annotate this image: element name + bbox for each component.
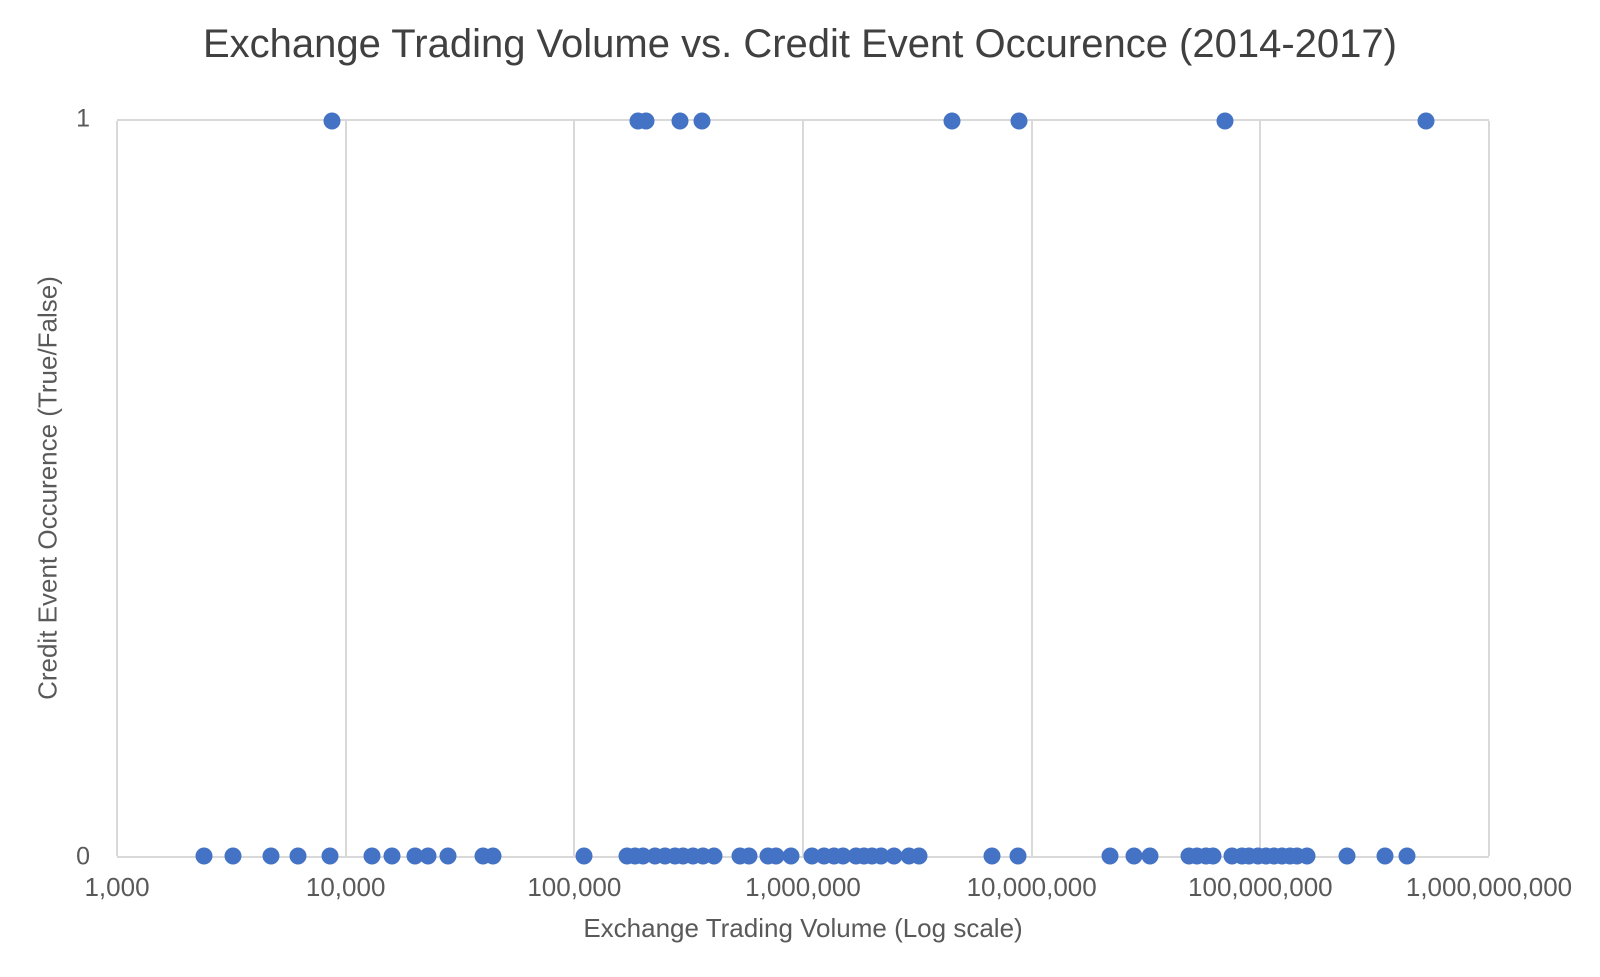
data-point-credit-event-false — [363, 847, 381, 865]
plot-area — [116, 112, 1490, 865]
data-point-credit-event-false — [1398, 847, 1416, 865]
data-point-credit-event-false — [910, 847, 927, 865]
data-point-credit-event-false — [1101, 847, 1119, 865]
data-point-credit-event-false — [289, 847, 307, 865]
data-point-credit-event-false — [1141, 847, 1159, 865]
data-point-credit-event-false — [321, 847, 339, 865]
x-axis-ticks: 1,000 10,000 100,000 1,000,000 10,000,000 100… — [84, 872, 1572, 906]
data-point-credit-event-false — [1338, 847, 1356, 865]
data-point-credit-event-true — [1010, 112, 1028, 130]
vertical-gridline — [1259, 121, 1262, 856]
data-point-credit-event-false — [1204, 847, 1222, 865]
data-point-credit-event-false — [224, 847, 241, 865]
data-point-credit-event-false — [383, 847, 401, 865]
y-tick-label-0: 0 — [76, 842, 90, 871]
data-point-credit-event-false — [1298, 847, 1316, 865]
data-point-credit-event-false — [782, 847, 800, 865]
vertical-gridline — [802, 121, 804, 856]
data-point-credit-event-true — [637, 112, 655, 130]
data-point-credit-event-false — [262, 847, 280, 865]
x-tick-label: 10,000,000 — [966, 872, 1097, 902]
data-point-credit-event-true — [323, 112, 341, 130]
data-point-credit-event-true — [1216, 112, 1234, 130]
data-point-credit-event-false — [885, 847, 903, 865]
data-point-credit-event-true — [671, 112, 689, 130]
chart-title: Exchange Trading Volume vs. Credit Event… — [203, 22, 1397, 66]
data-point-credit-event-false — [419, 847, 437, 865]
x-tick-label: 10,000 — [305, 872, 386, 902]
data-point-credit-event-false — [1125, 847, 1143, 865]
y-axis-title: Credit Event Occurence (True/False) — [32, 276, 63, 700]
x-tick-label: 100,000,000 — [1188, 872, 1333, 902]
x-tick-label: 1,000,000,000 — [1405, 872, 1573, 902]
data-point-credit-event-false — [740, 847, 758, 865]
vertical-gridline — [573, 121, 576, 856]
x-tick-label: 1,000,000 — [745, 872, 861, 902]
data-point-credit-event-false — [195, 847, 213, 865]
data-point-credit-event-false — [484, 847, 502, 865]
data-point-credit-event-false — [406, 847, 423, 865]
y-tick-label-1: 1 — [76, 104, 90, 133]
vertical-gridline — [1030, 121, 1033, 856]
data-point-credit-event-false — [767, 847, 785, 865]
data-point-credit-event-false — [705, 847, 723, 865]
vertical-gridline — [116, 121, 118, 856]
data-point-credit-event-false — [439, 847, 457, 865]
data-point-credit-event-false — [1009, 847, 1027, 865]
vertical-gridline — [1488, 121, 1490, 856]
x-tick-label: 1,000 — [84, 872, 150, 902]
data-point-credit-event-true — [693, 112, 711, 130]
data-point-credit-event-false — [1376, 847, 1394, 865]
data-point-credit-event-true — [1417, 112, 1435, 130]
x-tick-label: 100,000 — [527, 872, 622, 902]
data-point-credit-event-false — [575, 847, 593, 865]
data-point-credit-event-true — [943, 112, 961, 130]
data-point-credit-event-false — [983, 847, 1001, 865]
vertical-gridline — [344, 121, 347, 856]
x-axis-title: Exchange Trading Volume (Log scale) — [583, 913, 1023, 943]
